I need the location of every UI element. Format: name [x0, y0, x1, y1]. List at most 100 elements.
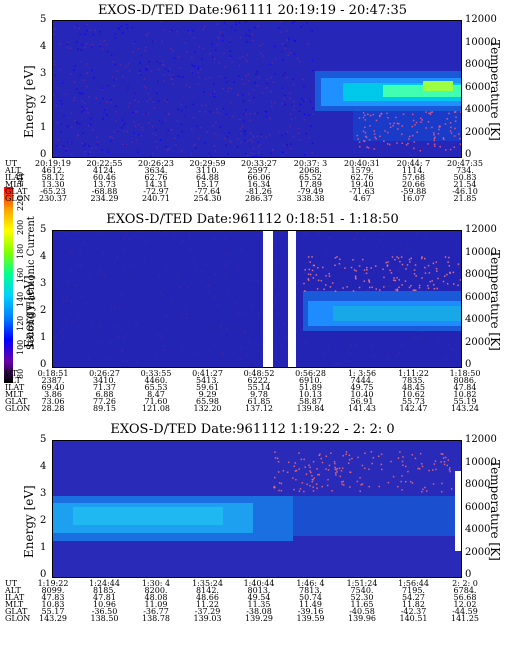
heatmap-cell [281, 134, 284, 137]
heatmap-cell [120, 127, 123, 129]
heatmap-cell [219, 126, 222, 129]
heatmap-cell [226, 135, 229, 138]
heatmap-cell [128, 323, 130, 325]
table-cell: -42.37 [400, 607, 427, 616]
heatmap-cell [457, 283, 460, 286]
heatmap-cell [284, 314, 286, 317]
temperature-tick: 2000 [465, 336, 491, 348]
table-cell: 254.30 [193, 194, 222, 203]
heatmap-cell [219, 31, 222, 34]
heatmap-cell [187, 286, 189, 289]
heatmap-cell [320, 279, 323, 282]
heatmap-cell [316, 288, 319, 290]
heatmap-cell [255, 155, 258, 157]
heatmap-cell [215, 135, 217, 137]
heatmap-cell [109, 136, 112, 138]
heatmap-cell [244, 130, 247, 132]
table-cell: 49.54 [247, 593, 271, 602]
heatmap-cell [198, 46, 201, 48]
heatmap-cell [334, 468, 337, 471]
heatmap-cell [216, 108, 218, 110]
heatmap-cell [198, 76, 200, 79]
heatmap-cell [316, 487, 318, 489]
table-cell: 1: 3:56 [347, 369, 377, 378]
heatmap-cell [164, 349, 166, 352]
heatmap-cell [449, 272, 451, 275]
heatmap-cell [411, 454, 414, 456]
heatmap-cell [309, 273, 312, 276]
heatmap-cell [253, 89, 255, 91]
heatmap-cell [419, 149, 422, 152]
heatmap-cell [212, 125, 214, 127]
heatmap-cell [165, 145, 167, 148]
heatmap-cell [321, 461, 324, 464]
row-label: GLAT [5, 607, 28, 616]
heatmap-cell [225, 114, 228, 117]
table-cell: 13.30 [41, 180, 65, 189]
table-cell: 10.82 [453, 390, 477, 399]
heatmap-cell [96, 136, 99, 139]
heatmap-cell [421, 465, 424, 468]
heatmap-cell [168, 68, 171, 70]
heatmap-cell [101, 341, 103, 344]
table-cell: 55.17 [41, 607, 65, 616]
heatmap-cell [307, 279, 310, 281]
heatmap-cell [163, 79, 165, 82]
heatmap-cell [145, 34, 148, 36]
table-cell: 66.06 [247, 173, 271, 182]
heatmap-cell [407, 247, 409, 250]
temperature-tick: 2000 [465, 126, 491, 138]
heatmap-cell [70, 126, 73, 129]
heatmap-cell [114, 305, 116, 308]
table-cell: 1579. [350, 166, 374, 175]
table-cell: 11.09 [144, 600, 168, 609]
heatmap-cell [411, 113, 414, 116]
heatmap-cell [317, 473, 319, 476]
heatmap-cell [325, 468, 327, 470]
table-cell: -36.50 [91, 607, 118, 616]
heatmap-cell [265, 87, 268, 89]
heatmap-cell [153, 40, 155, 43]
heatmap-cell [84, 102, 86, 105]
table-cell: 6.88 [95, 390, 114, 399]
heatmap-cell [97, 143, 99, 146]
table-cell: 138.78 [142, 614, 170, 623]
heatmap-cell [80, 49, 83, 51]
heatmap-cell [237, 94, 239, 96]
heatmap-cell [254, 26, 256, 29]
heatmap-cell [124, 336, 126, 338]
heatmap-cell [240, 132, 242, 135]
heatmap-cell [413, 141, 416, 143]
heatmap-cell [368, 139, 371, 141]
energy-tick: 4 [40, 461, 47, 472]
heatmap-cell [250, 132, 252, 135]
heatmap-cell [164, 68, 167, 70]
heatmap-cell [145, 46, 147, 49]
table-cell: 139.59 [296, 614, 325, 623]
heatmap-cell [440, 461, 442, 463]
heatmap-cell [293, 21, 296, 23]
heatmap-cell [277, 27, 280, 29]
heatmap-cell [342, 484, 345, 486]
heatmap-cell [455, 471, 461, 551]
heatmap-cell [169, 48, 172, 50]
heatmap-cell [304, 154, 306, 156]
heatmap-cell [234, 29, 236, 32]
table-cell: 20:33:27 [241, 159, 277, 168]
heatmap-cell [148, 122, 150, 124]
heatmap-cell [312, 277, 315, 279]
heatmap-cell [408, 258, 411, 261]
heatmap-cell [235, 23, 237, 26]
heatmap-cell [88, 96, 90, 98]
heatmap-cell [304, 466, 306, 468]
heatmap-cell [371, 286, 373, 289]
table-cell: 142.47 [399, 404, 428, 413]
heatmap-cell [299, 103, 302, 106]
heatmap-cell [225, 275, 228, 278]
heatmap-cell [90, 147, 93, 150]
heatmap-cell [460, 138, 461, 140]
heatmap-cell [57, 342, 60, 345]
table-cell: 4612. [41, 166, 65, 175]
heatmap-cell [461, 359, 462, 361]
heatmap-cell [431, 469, 434, 471]
